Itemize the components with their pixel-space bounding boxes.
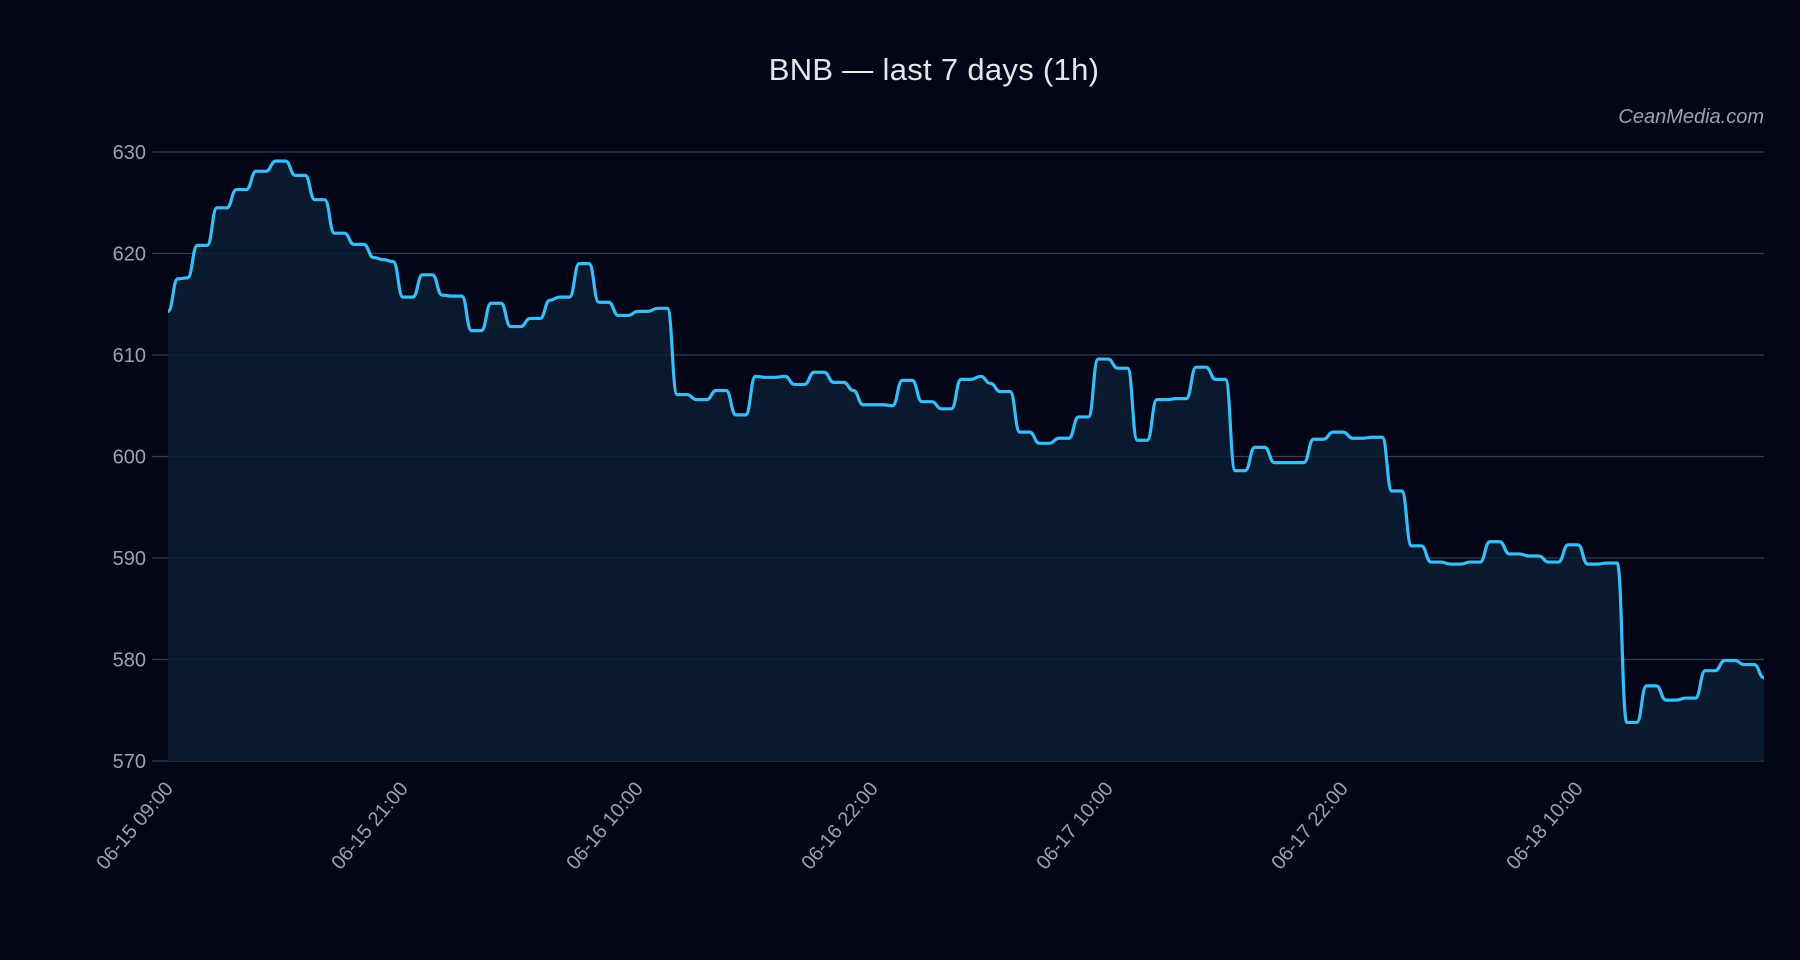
y-tick-label: 580 — [113, 650, 146, 672]
chart-title: BNB — last 7 days (1h) — [768, 52, 1100, 87]
x-tick-label: 06-16 10:00 — [562, 778, 647, 874]
y-tick-label: 570 — [113, 751, 146, 773]
price-area-fill — [168, 161, 1764, 761]
x-tick-label: 06-17 10:00 — [1032, 778, 1117, 874]
x-tick-label: 06-15 21:00 — [327, 778, 412, 874]
y-tick-label: 630 — [113, 142, 146, 164]
price-line — [166, 159, 1765, 725]
watermark-text: CeanMedia.com — [1618, 106, 1764, 128]
x-tick-label: 06-17 22:00 — [1267, 778, 1352, 874]
y-tick-label: 610 — [113, 345, 146, 367]
x-tick-label: 06-18 10:00 — [1502, 778, 1587, 874]
y-tick-label: 620 — [113, 244, 146, 266]
x-tick-label: 06-15 09:00 — [92, 778, 177, 874]
y-tick-label: 590 — [113, 548, 146, 570]
y-tick-label: 600 — [113, 447, 146, 469]
x-tick-label: 06-16 22:00 — [797, 778, 882, 874]
